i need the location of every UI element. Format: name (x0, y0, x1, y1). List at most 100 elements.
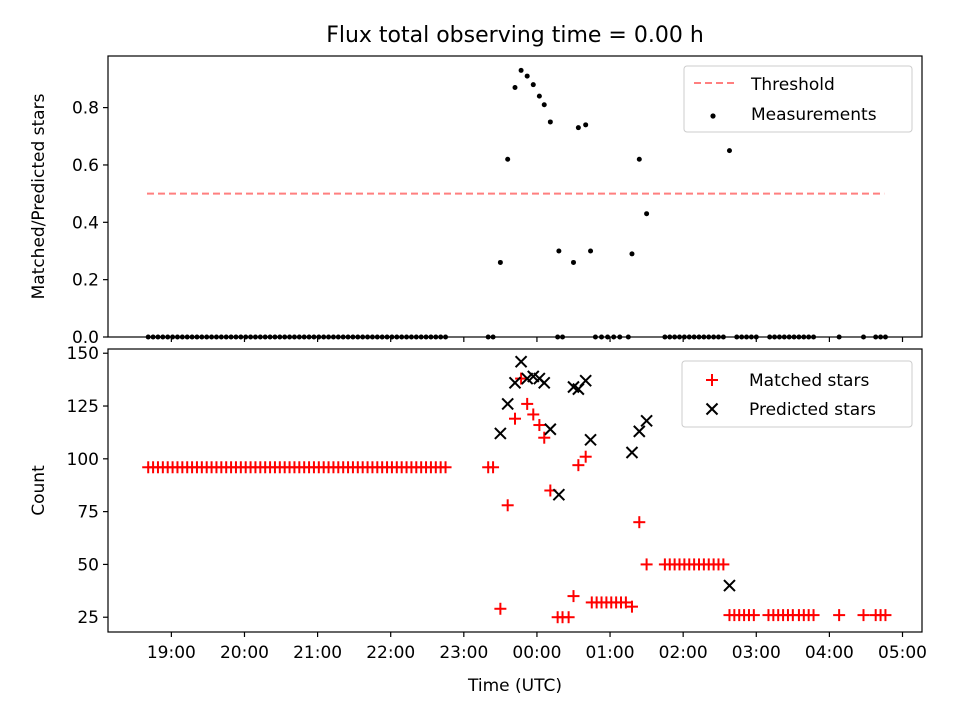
matched-star-point (533, 419, 546, 432)
legend-measurements-swatch (710, 113, 716, 119)
x-tick-label: 23:00 (439, 643, 488, 663)
matched-star-point (640, 558, 653, 571)
predicted-star-point (544, 423, 557, 436)
measurement-point (541, 102, 547, 108)
legend-predicted-swatch (705, 402, 719, 416)
top-panel: 0.00.20.40.60.8 Matched/Predicted stars … (29, 55, 923, 348)
y-tick-label: 0.4 (72, 213, 99, 233)
matched-star-point (857, 609, 870, 622)
y-tick-label: 125 (67, 397, 99, 417)
predicted-star-point (625, 446, 639, 459)
matched-star-point (521, 397, 534, 410)
bottom-x-axis-ticks: 19:00 20:00 21:00 22:00 23:00 00:00 01:00 02:00… (147, 632, 927, 663)
legend-predicted-label: Predicted stars (749, 400, 876, 420)
x-tick-label: 20:00 (220, 643, 269, 663)
legend-matched-label: Matched stars (749, 371, 869, 391)
x-tick-label: 04:00 (805, 643, 854, 663)
bottom-legend: Matched stars Predicted stars (681, 360, 913, 428)
y-tick-label: 100 (67, 450, 99, 470)
y-tick-label: 0.2 (72, 271, 99, 291)
matched-star-point (579, 450, 592, 463)
top-y-axis-ticks: 0.0 0.2 0.4 0.6 0.8 (72, 99, 108, 348)
x-axis-label: Time (UTC) (467, 676, 562, 696)
predicted-star-point (494, 427, 507, 440)
matched-star-point (515, 372, 528, 385)
matched-star-point (879, 609, 892, 622)
matched-star-point (538, 431, 551, 444)
measurement-point (726, 148, 732, 154)
matched-star-point (625, 600, 638, 613)
y-tick-label: 0.6 (72, 156, 99, 176)
y-tick-label: 50 (77, 555, 99, 575)
matched-star-point (807, 609, 820, 622)
matched-star-point (717, 558, 730, 571)
measurement-points-layer (145, 67, 888, 340)
measurement-point (556, 248, 562, 254)
legend-matched-swatch (706, 374, 718, 386)
measurement-point (524, 73, 530, 79)
x-tick-label: 05:00 (878, 643, 927, 663)
measurement-point (575, 125, 581, 131)
matched-star-point (487, 461, 500, 474)
x-tick-label: 03:00 (732, 643, 781, 663)
predicted-star-point (584, 433, 597, 447)
predicted-star-point (508, 376, 522, 389)
matched-star-point (509, 412, 521, 425)
matched-star-point (833, 609, 846, 622)
bottom-panel: 25 50 75 100 125 150 19:00 20:00 21:00 22:00 23:0… (29, 344, 927, 696)
matched-star-point (619, 596, 632, 609)
measurement-point (530, 82, 536, 88)
y-tick-label: 0.8 (72, 99, 99, 119)
x-tick-label: 21:00 (293, 643, 342, 663)
top-legend: Threshold Measurements (683, 65, 913, 133)
matched-star-point (494, 602, 507, 615)
measurement-point (629, 251, 635, 257)
bottom-plot-frame (107, 348, 923, 633)
measurement-point (570, 259, 576, 265)
predicted-star-point (552, 488, 566, 501)
count-points-layer (142, 355, 892, 624)
measurement-point (512, 85, 518, 91)
legend-threshold-label: Threshold (750, 75, 835, 95)
y-tick-label: 0.0 (72, 328, 99, 348)
x-tick-label: 19:00 (147, 643, 196, 663)
x-tick-label: 00:00 (512, 643, 561, 663)
measurement-point (547, 119, 553, 125)
matched-star-point (501, 499, 514, 512)
y-tick-label: 25 (77, 608, 99, 628)
measurement-point (644, 211, 650, 217)
measurement-point (505, 156, 511, 162)
predicted-star-point (501, 397, 514, 411)
x-tick-label: 02:00 (659, 643, 708, 663)
matched-star-point (562, 611, 575, 624)
predicted-star-point (633, 425, 646, 438)
matched-star-point (572, 459, 585, 472)
predicted-star-point (723, 579, 736, 592)
top-y-axis-label: Matched/Predicted stars (29, 93, 49, 299)
matched-star-point (747, 609, 760, 622)
legend-plus-mark (706, 374, 718, 386)
matched-star-point (633, 516, 646, 529)
predicted-star-point (538, 376, 551, 389)
y-tick-label: 150 (67, 344, 99, 364)
predicted-star-point (514, 355, 528, 368)
bottom-y-axis-label: Count (29, 465, 49, 516)
measurement-point (536, 93, 542, 99)
top-plot-frame (107, 55, 923, 338)
predicted-star-point (640, 414, 653, 428)
chart-title: Flux total observing time = 0.00 h (326, 23, 704, 48)
matched-star-point (527, 408, 540, 421)
legend-measurements-label: Measurements (751, 105, 877, 125)
y-tick-label: 75 (77, 503, 99, 523)
top-x-axis-ticks (170, 337, 904, 342)
predicted-star-point (579, 374, 592, 387)
matched-star-point (439, 461, 452, 474)
x-tick-label: 22:00 (366, 643, 415, 663)
measurement-point (518, 67, 524, 73)
measurement-point (497, 259, 503, 265)
x-tick-label: 01:00 (586, 643, 635, 663)
matched-star-point (567, 590, 580, 603)
top-legend-box (683, 65, 913, 133)
measurement-point (636, 156, 642, 162)
